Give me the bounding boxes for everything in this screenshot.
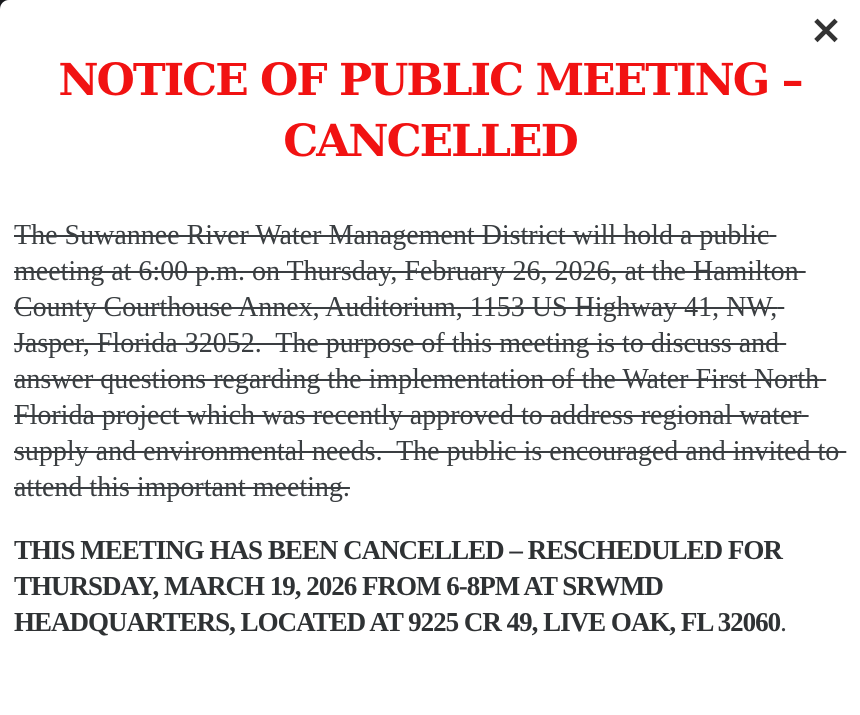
cancelled-meeting-paragraph: The Suwannee River Water Management Dist… [14,220,847,503]
reschedule-paragraph: THIS MEETING HAS BEEN CANCELLED – RESCHE… [14,532,846,640]
reschedule-period: . [780,607,787,637]
notice-title: NOTICE OF PUBLIC MEETING – CANCELLED [58,55,803,167]
close-button[interactable]: × [804,8,848,52]
reschedule-bold-text: THIS MEETING HAS BEEN CANCELLED – RESCHE… [14,535,788,637]
modal-content: NOTICE OF PUBLIC MEETING – CANCELLED The… [0,50,860,640]
close-icon: × [809,7,843,53]
